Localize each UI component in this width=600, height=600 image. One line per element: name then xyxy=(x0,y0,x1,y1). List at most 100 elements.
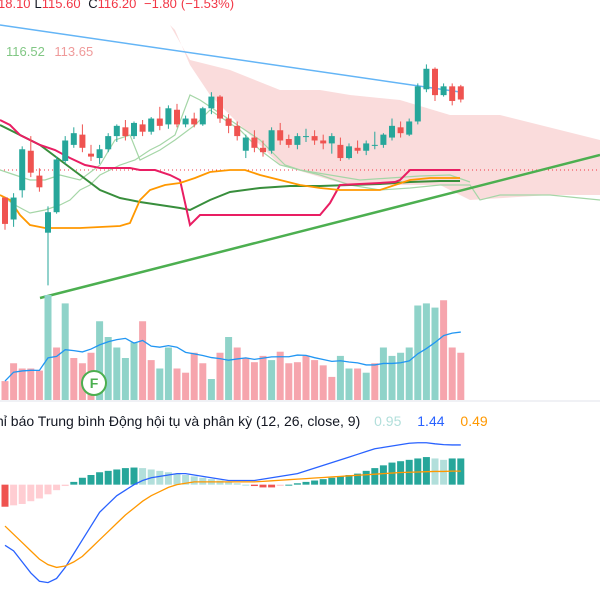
candle-body xyxy=(2,197,8,224)
volume-bar xyxy=(173,368,181,400)
candle-body xyxy=(449,86,456,101)
ichimoku-cloud xyxy=(170,25,600,200)
volume-bar xyxy=(199,363,207,400)
candle xyxy=(225,114,232,134)
candle xyxy=(191,112,198,128)
macd-histogram-bar xyxy=(113,469,121,485)
volume-bar xyxy=(190,352,198,400)
volume-bar xyxy=(311,360,319,400)
macd-histogram-bar xyxy=(250,484,258,487)
macd-histogram-bar xyxy=(276,484,284,487)
volume-bar xyxy=(156,368,164,400)
candle-body xyxy=(337,144,344,159)
candle-body xyxy=(191,118,198,125)
volume-bar xyxy=(431,307,439,400)
macd-histogram-bar xyxy=(53,484,61,491)
volume-bar xyxy=(319,365,327,400)
candle xyxy=(234,121,241,141)
candle xyxy=(96,144,103,164)
candle-body xyxy=(397,127,404,134)
candle-body xyxy=(328,136,335,144)
macd-histogram-bar xyxy=(345,475,353,485)
ichimoku-cloud-bearish xyxy=(170,25,600,200)
volume-bar xyxy=(139,321,147,400)
candle xyxy=(156,106,163,131)
candle-body xyxy=(260,147,266,153)
candle xyxy=(131,121,137,140)
close-value: 116.20 xyxy=(97,0,137,11)
candle-body xyxy=(217,96,223,119)
candle-body xyxy=(277,130,284,141)
candle xyxy=(2,197,8,230)
macd-histogram-bar xyxy=(96,472,104,485)
volume-bar xyxy=(182,372,190,400)
candle xyxy=(251,130,258,153)
macd-histogram-bar xyxy=(216,480,224,485)
macd-histogram-value: 0.95 xyxy=(374,413,402,429)
candle-body xyxy=(62,140,69,161)
macd-histogram-bar xyxy=(164,472,172,485)
macd-histogram-bar xyxy=(130,467,138,485)
candle-body xyxy=(311,136,318,141)
candle-body xyxy=(440,86,447,96)
candle xyxy=(311,130,318,145)
candle-body xyxy=(113,125,120,137)
candle xyxy=(406,118,413,137)
volume-bar xyxy=(113,347,121,400)
macd-histogram-bar xyxy=(87,475,95,485)
low-key: L xyxy=(34,0,42,11)
candle xyxy=(303,128,309,142)
macd-histogram-bar xyxy=(182,475,190,485)
macd-histogram-bar xyxy=(311,480,319,485)
candle xyxy=(320,134,327,150)
volume-bar xyxy=(61,303,69,400)
candle-body xyxy=(139,124,146,132)
macd-histogram-bar xyxy=(379,465,387,485)
volume-bar xyxy=(422,303,430,400)
candle-body xyxy=(363,143,370,151)
candle-body xyxy=(131,122,137,137)
candle xyxy=(432,67,438,101)
macd-histogram-bar xyxy=(328,477,336,485)
candle xyxy=(36,168,43,192)
ichimoku-span-b xyxy=(0,94,600,214)
macd-histogram-bar xyxy=(27,484,35,502)
macd-histogram-bar xyxy=(121,468,129,485)
macd-histogram-bar xyxy=(233,483,241,485)
candle xyxy=(70,127,77,148)
candle xyxy=(380,133,387,148)
candle-body xyxy=(320,140,327,144)
close-key: C xyxy=(88,0,98,11)
macd-line xyxy=(4,442,461,584)
macd-histogram-bar xyxy=(173,473,181,485)
volume-bar xyxy=(242,358,250,400)
macd-histogram-bar xyxy=(78,477,86,485)
candle-body xyxy=(251,137,258,148)
candle xyxy=(113,124,120,142)
volume-bar xyxy=(379,347,387,400)
trendline[interactable] xyxy=(39,153,600,300)
financial-event-marker[interactable]: F xyxy=(81,370,107,396)
volume-bar xyxy=(268,360,276,400)
candle-body xyxy=(303,136,309,138)
macd-histogram-bar xyxy=(354,473,362,485)
volume-bar xyxy=(259,355,267,400)
candle-body xyxy=(156,118,163,126)
candle xyxy=(260,140,266,157)
candle-body xyxy=(380,134,387,145)
macd-histogram-bar xyxy=(18,484,26,504)
candle xyxy=(122,120,129,141)
volume-bar xyxy=(96,321,104,400)
macd-histogram-bar xyxy=(199,477,207,485)
candle-body xyxy=(10,197,17,220)
macd-line-value: 1.44 xyxy=(417,413,445,429)
candle xyxy=(242,134,249,159)
candle-body xyxy=(268,130,275,151)
volume-bar xyxy=(440,300,448,400)
candle xyxy=(148,117,155,135)
candle xyxy=(217,95,223,123)
candle xyxy=(389,118,395,141)
candle-body xyxy=(294,136,301,145)
candle-body xyxy=(53,159,60,213)
